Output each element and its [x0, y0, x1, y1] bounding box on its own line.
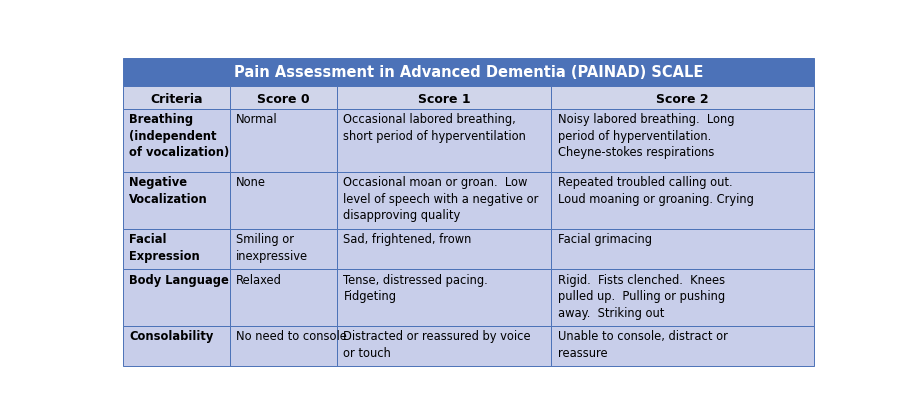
Bar — [122, 172, 230, 229]
Text: Score 0: Score 0 — [257, 93, 310, 106]
Text: Unable to console, distract or
reassure: Unable to console, distract or reassure — [558, 330, 728, 360]
Bar — [122, 326, 230, 366]
Text: Facial
Expression: Facial Expression — [129, 233, 200, 263]
Bar — [230, 172, 337, 229]
Text: Normal: Normal — [237, 113, 278, 126]
Text: Criteria: Criteria — [150, 93, 203, 106]
Text: Smiling or
inexpressive: Smiling or inexpressive — [237, 233, 308, 263]
Text: Pain Assessment in Advanced Dementia (PAINAD) SCALE: Pain Assessment in Advanced Dementia (PA… — [234, 65, 703, 80]
Bar — [551, 229, 814, 269]
Bar — [551, 269, 814, 326]
Bar — [337, 269, 551, 326]
Text: Rigid.  Fists clenched.  Knees
pulled up.  Pulling or pushing
away.  Striking ou: Rigid. Fists clenched. Knees pulled up. … — [558, 274, 725, 320]
Text: Relaxed: Relaxed — [237, 274, 282, 286]
Bar — [551, 172, 814, 229]
Bar — [230, 269, 337, 326]
Bar — [122, 109, 230, 172]
Bar — [230, 326, 337, 366]
Bar — [337, 326, 551, 366]
Text: Score 2: Score 2 — [656, 93, 709, 106]
Text: Repeated troubled calling out.
Loud moaning or groaning. Crying: Repeated troubled calling out. Loud moan… — [558, 176, 754, 206]
Text: Sad, frightened, frown: Sad, frightened, frown — [344, 233, 472, 246]
Bar — [551, 86, 814, 109]
Bar — [122, 229, 230, 269]
Bar — [122, 269, 230, 326]
Bar — [551, 109, 814, 172]
Text: Consolability: Consolability — [129, 330, 214, 343]
Bar — [551, 326, 814, 366]
Bar — [230, 86, 337, 109]
Text: Negative
Vocalization: Negative Vocalization — [129, 176, 207, 206]
Bar — [230, 109, 337, 172]
Bar — [337, 109, 551, 172]
Bar — [122, 86, 230, 109]
Text: Occasional labored breathing,
short period of hyperventilation: Occasional labored breathing, short peri… — [344, 113, 526, 143]
Text: Score 1: Score 1 — [418, 93, 471, 106]
Text: Tense, distressed pacing.
Fidgeting: Tense, distressed pacing. Fidgeting — [344, 274, 488, 303]
Text: No need to console: No need to console — [237, 330, 347, 343]
Text: Distracted or reassured by voice
or touch: Distracted or reassured by voice or touc… — [344, 330, 531, 360]
Text: Body Language: Body Language — [129, 274, 228, 286]
Bar — [337, 229, 551, 269]
Text: None: None — [237, 176, 266, 189]
Bar — [337, 172, 551, 229]
Bar — [230, 229, 337, 269]
Text: Occasional moan or groan.  Low
level of speech with a negative or
disapproving q: Occasional moan or groan. Low level of s… — [344, 176, 539, 222]
Text: Noisy labored breathing.  Long
period of hyperventilation.
Cheyne-stokes respira: Noisy labored breathing. Long period of … — [558, 113, 734, 159]
Bar — [337, 86, 551, 109]
Bar — [122, 58, 814, 86]
Text: Breathing
(independent
of vocalization): Breathing (independent of vocalization) — [129, 113, 229, 159]
Text: Facial grimacing: Facial grimacing — [558, 233, 652, 246]
